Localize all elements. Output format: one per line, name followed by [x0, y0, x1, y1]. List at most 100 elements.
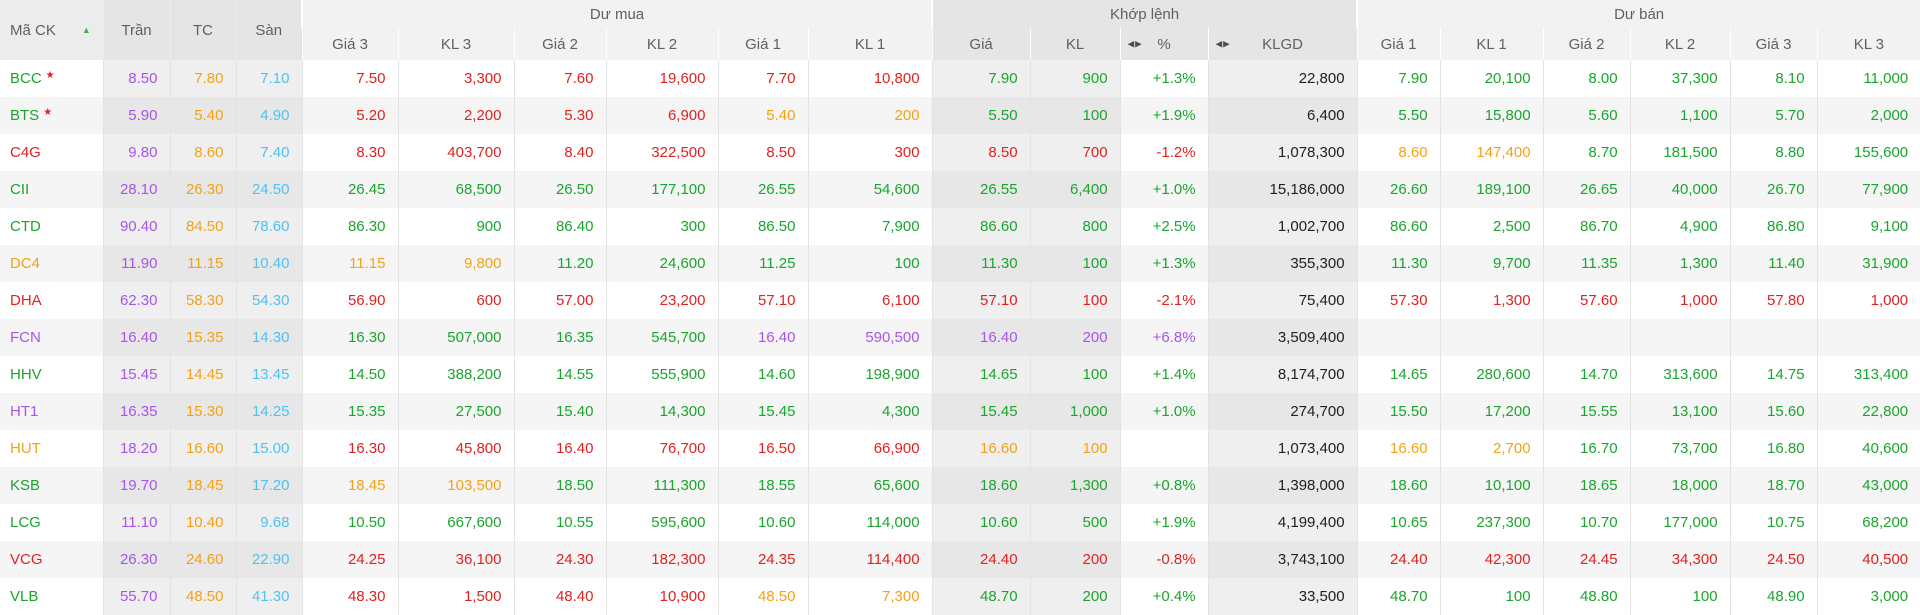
buy-volume1-cell[interactable]: 65,600: [807, 467, 933, 504]
buy-volume3-cell[interactable]: 600: [397, 282, 514, 319]
buy-volume3-cell[interactable]: 403,700: [397, 134, 514, 171]
buy-volume2-cell[interactable]: 300: [605, 208, 718, 245]
buy-price1-cell[interactable]: 86.50: [717, 208, 808, 245]
stock-code-cell[interactable]: DHA: [0, 282, 103, 319]
sell-price2-cell[interactable]: 5.60: [1542, 97, 1631, 134]
column-toggle-icon[interactable]: ◀▶: [1127, 38, 1143, 49]
match-volume-cell[interactable]: 100: [1029, 356, 1121, 393]
reference-price-cell[interactable]: 5.40: [169, 97, 236, 134]
buy-price2-cell[interactable]: 10.55: [513, 504, 606, 541]
buy-price2-cell[interactable]: 18.50: [513, 467, 606, 504]
buy-volume2-cell[interactable]: 182,300: [605, 541, 718, 578]
buy-volume3-cell[interactable]: 3,300: [397, 60, 514, 97]
match-volume-cell[interactable]: 6,400: [1029, 171, 1121, 208]
ceiling-price-cell[interactable]: 16.35: [102, 393, 170, 430]
stock-code[interactable]: LCG: [10, 514, 41, 531]
reference-price-cell[interactable]: 7.80: [169, 60, 236, 97]
ceiling-price-cell[interactable]: 19.70: [102, 467, 170, 504]
column-header-ma-ck[interactable]: Mã CK ▲: [0, 0, 103, 60]
sell-price2-cell[interactable]: 15.55: [1542, 393, 1631, 430]
reference-price-cell[interactable]: 14.45: [169, 356, 236, 393]
sell-volume1-cell[interactable]: 9,700: [1439, 245, 1544, 282]
sell-price2-cell[interactable]: 86.70: [1542, 208, 1631, 245]
buy-volume3-cell[interactable]: 1,500: [397, 578, 514, 615]
buy-price1-cell[interactable]: 16.50: [717, 430, 808, 467]
sell-price2-cell[interactable]: 11.35: [1542, 245, 1631, 282]
reference-price-cell[interactable]: 11.15: [169, 245, 236, 282]
match-volume-cell[interactable]: 1,300: [1029, 467, 1121, 504]
sell-price2-cell[interactable]: 8.70: [1542, 134, 1631, 171]
sell-volume2-cell[interactable]: 177,000: [1629, 504, 1731, 541]
buy-price3-cell[interactable]: 15.35: [301, 393, 398, 430]
sell-volume1-cell[interactable]: 2,700: [1439, 430, 1544, 467]
sell-price3-cell[interactable]: 8.10: [1729, 60, 1818, 97]
match-volume-cell[interactable]: 800: [1029, 208, 1121, 245]
buy-volume3-cell[interactable]: 36,100: [397, 541, 514, 578]
sell-price3-cell[interactable]: 5.70: [1729, 97, 1818, 134]
stock-code-cell[interactable]: FCN: [0, 319, 103, 356]
stock-code[interactable]: BCC: [10, 70, 42, 87]
stock-code[interactable]: HHV: [10, 366, 42, 383]
floor-price-cell[interactable]: 14.30: [235, 319, 302, 356]
buy-price2-cell[interactable]: 57.00: [513, 282, 606, 319]
sell-volume1-cell[interactable]: 20,100: [1439, 60, 1544, 97]
match-volume-cell[interactable]: 500: [1029, 504, 1121, 541]
buy-price1-cell[interactable]: 24.35: [717, 541, 808, 578]
buy-volume2-cell[interactable]: 595,600: [605, 504, 718, 541]
match-price-cell[interactable]: 57.10: [931, 282, 1031, 319]
match-volume-cell[interactable]: 100: [1029, 282, 1121, 319]
stock-code[interactable]: C4G: [10, 144, 41, 161]
buy-volume1-cell[interactable]: 200: [807, 97, 933, 134]
sell-volume3-cell[interactable]: 40,600: [1816, 430, 1920, 467]
reference-price-cell[interactable]: 8.60: [169, 134, 236, 171]
match-volume-cell[interactable]: 100: [1029, 430, 1121, 467]
buy-price3-cell[interactable]: 10.50: [301, 504, 398, 541]
ceiling-price-cell[interactable]: 8.50: [102, 60, 170, 97]
buy-price1-cell[interactable]: 11.25: [717, 245, 808, 282]
sell-volume2-cell[interactable]: 40,000: [1629, 171, 1731, 208]
buy-volume1-cell[interactable]: 300: [807, 134, 933, 171]
buy-volume1-cell[interactable]: 114,000: [807, 504, 933, 541]
sell-volume1-cell[interactable]: 10,100: [1439, 467, 1544, 504]
sell-price1-cell[interactable]: 15.50: [1356, 393, 1441, 430]
buy-volume2-cell[interactable]: 545,700: [605, 319, 718, 356]
floor-price-cell[interactable]: 9.68: [235, 504, 302, 541]
buy-price2-cell[interactable]: 24.30: [513, 541, 606, 578]
buy-volume3-cell[interactable]: 388,200: [397, 356, 514, 393]
reference-price-cell[interactable]: 16.60: [169, 430, 236, 467]
sell-volume3-cell[interactable]: 40,500: [1816, 541, 1920, 578]
sell-volume1-cell[interactable]: 147,400: [1439, 134, 1544, 171]
stock-code-cell[interactable]: HHV: [0, 356, 103, 393]
stock-code[interactable]: KSB: [10, 477, 41, 494]
buy-volume3-cell[interactable]: 68,500: [397, 171, 514, 208]
buy-volume1-cell[interactable]: 7,900: [807, 208, 933, 245]
stock-code-cell[interactable]: C4G: [0, 134, 103, 171]
buy-price2-cell[interactable]: 26.50: [513, 171, 606, 208]
sell-price1-cell[interactable]: 11.30: [1356, 245, 1441, 282]
buy-volume1-cell[interactable]: 100: [807, 245, 933, 282]
floor-price-cell[interactable]: 78.60: [235, 208, 302, 245]
stock-code[interactable]: BTS: [10, 107, 40, 124]
match-volume-cell[interactable]: 100: [1029, 97, 1121, 134]
buy-price3-cell[interactable]: 11.15: [301, 245, 398, 282]
sell-volume2-cell[interactable]: 313,600: [1629, 356, 1731, 393]
buy-volume2-cell[interactable]: 322,500: [605, 134, 718, 171]
buy-price3-cell[interactable]: 14.50: [301, 356, 398, 393]
buy-volume2-cell[interactable]: 555,900: [605, 356, 718, 393]
sell-volume3-cell[interactable]: 155,600: [1816, 134, 1920, 171]
sell-volume1-cell[interactable]: 2,500: [1439, 208, 1544, 245]
sell-volume2-cell[interactable]: 18,000: [1629, 467, 1731, 504]
sell-volume3-cell[interactable]: 313,400: [1816, 356, 1920, 393]
buy-volume2-cell[interactable]: 14,300: [605, 393, 718, 430]
stock-code-cell[interactable]: BCC ★: [0, 60, 103, 97]
sell-price3-cell[interactable]: 11.40: [1729, 245, 1818, 282]
ceiling-price-cell[interactable]: 16.40: [102, 319, 170, 356]
sell-volume3-cell[interactable]: 43,000: [1816, 467, 1920, 504]
stock-code[interactable]: CTD: [10, 218, 41, 235]
match-price-cell[interactable]: 14.65: [931, 356, 1031, 393]
ceiling-price-cell[interactable]: 9.80: [102, 134, 170, 171]
buy-volume1-cell[interactable]: 54,600: [807, 171, 933, 208]
sell-price2-cell[interactable]: [1542, 319, 1631, 356]
sell-volume3-cell[interactable]: 68,200: [1816, 504, 1920, 541]
sell-price1-cell[interactable]: 26.60: [1356, 171, 1441, 208]
